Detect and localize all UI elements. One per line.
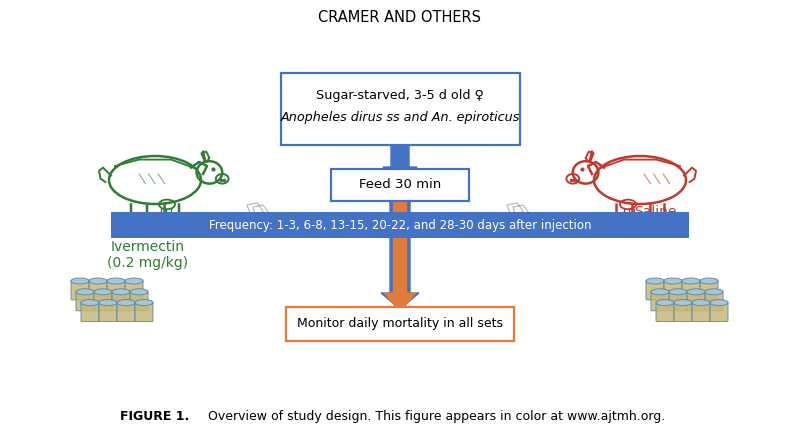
Ellipse shape <box>664 278 682 284</box>
FancyBboxPatch shape <box>669 291 687 311</box>
FancyBboxPatch shape <box>281 73 520 145</box>
Ellipse shape <box>700 278 718 284</box>
Ellipse shape <box>656 299 674 306</box>
FancyBboxPatch shape <box>710 302 728 322</box>
FancyBboxPatch shape <box>687 291 705 311</box>
Ellipse shape <box>705 289 723 295</box>
Text: Anopheles dirus ss and An. epiroticus: Anopheles dirus ss and An. epiroticus <box>280 112 520 125</box>
FancyBboxPatch shape <box>117 302 135 322</box>
FancyBboxPatch shape <box>107 280 125 300</box>
FancyBboxPatch shape <box>130 291 148 311</box>
FancyBboxPatch shape <box>89 280 107 300</box>
FancyBboxPatch shape <box>664 280 682 300</box>
Ellipse shape <box>692 299 710 306</box>
Ellipse shape <box>710 299 728 306</box>
Ellipse shape <box>112 289 130 295</box>
Ellipse shape <box>651 289 669 295</box>
Ellipse shape <box>243 219 267 227</box>
FancyBboxPatch shape <box>111 212 689 238</box>
Ellipse shape <box>89 278 107 284</box>
Text: Feed 30 min: Feed 30 min <box>359 178 441 191</box>
Ellipse shape <box>125 278 143 284</box>
Ellipse shape <box>117 299 135 306</box>
FancyBboxPatch shape <box>71 280 89 300</box>
Ellipse shape <box>669 289 687 295</box>
Ellipse shape <box>99 299 117 306</box>
Text: Frequency: 1-3, 6-8, 13-15, 20-22, and 28-30 days after injection: Frequency: 1-3, 6-8, 13-15, 20-22, and 2… <box>209 218 591 231</box>
FancyBboxPatch shape <box>112 291 130 311</box>
FancyBboxPatch shape <box>700 280 718 300</box>
FancyBboxPatch shape <box>286 307 514 341</box>
Ellipse shape <box>503 219 527 227</box>
FancyBboxPatch shape <box>94 291 112 311</box>
Ellipse shape <box>135 299 153 306</box>
Ellipse shape <box>674 299 692 306</box>
Ellipse shape <box>687 289 705 295</box>
FancyBboxPatch shape <box>99 302 117 322</box>
Text: Monitor daily mortality in all sets: Monitor daily mortality in all sets <box>297 317 503 331</box>
Circle shape <box>264 220 272 228</box>
FancyBboxPatch shape <box>656 302 674 322</box>
Ellipse shape <box>130 289 148 295</box>
Ellipse shape <box>646 278 664 284</box>
Ellipse shape <box>107 278 125 284</box>
FancyBboxPatch shape <box>135 302 153 322</box>
FancyBboxPatch shape <box>125 280 143 300</box>
Text: Ivermectin
(0.2 mg/kg): Ivermectin (0.2 mg/kg) <box>107 240 189 270</box>
FancyBboxPatch shape <box>81 302 99 322</box>
FancyBboxPatch shape <box>692 302 710 322</box>
FancyBboxPatch shape <box>331 169 469 201</box>
FancyArrow shape <box>381 199 419 309</box>
FancyBboxPatch shape <box>705 291 723 311</box>
FancyBboxPatch shape <box>76 291 94 311</box>
FancyBboxPatch shape <box>674 302 692 322</box>
Ellipse shape <box>81 299 99 306</box>
FancyArrow shape <box>383 143 417 181</box>
FancyBboxPatch shape <box>682 280 700 300</box>
Ellipse shape <box>71 278 89 284</box>
Ellipse shape <box>682 278 700 284</box>
Ellipse shape <box>94 289 112 295</box>
FancyBboxPatch shape <box>651 291 669 311</box>
FancyBboxPatch shape <box>646 280 664 300</box>
Text: Overview of study design. This figure appears in color at www.ajtmh.org.: Overview of study design. This figure ap… <box>196 410 666 423</box>
Circle shape <box>524 220 532 228</box>
FancyArrow shape <box>385 199 415 312</box>
Text: Sugar-starved, 3-5 d old ♀: Sugar-starved, 3-5 d old ♀ <box>316 89 484 101</box>
Text: CRAMER AND OTHERS: CRAMER AND OTHERS <box>318 10 482 25</box>
Text: FIGURE 1.: FIGURE 1. <box>120 410 190 423</box>
Ellipse shape <box>76 289 94 295</box>
Text: Saline
Only: Saline Only <box>634 205 676 235</box>
